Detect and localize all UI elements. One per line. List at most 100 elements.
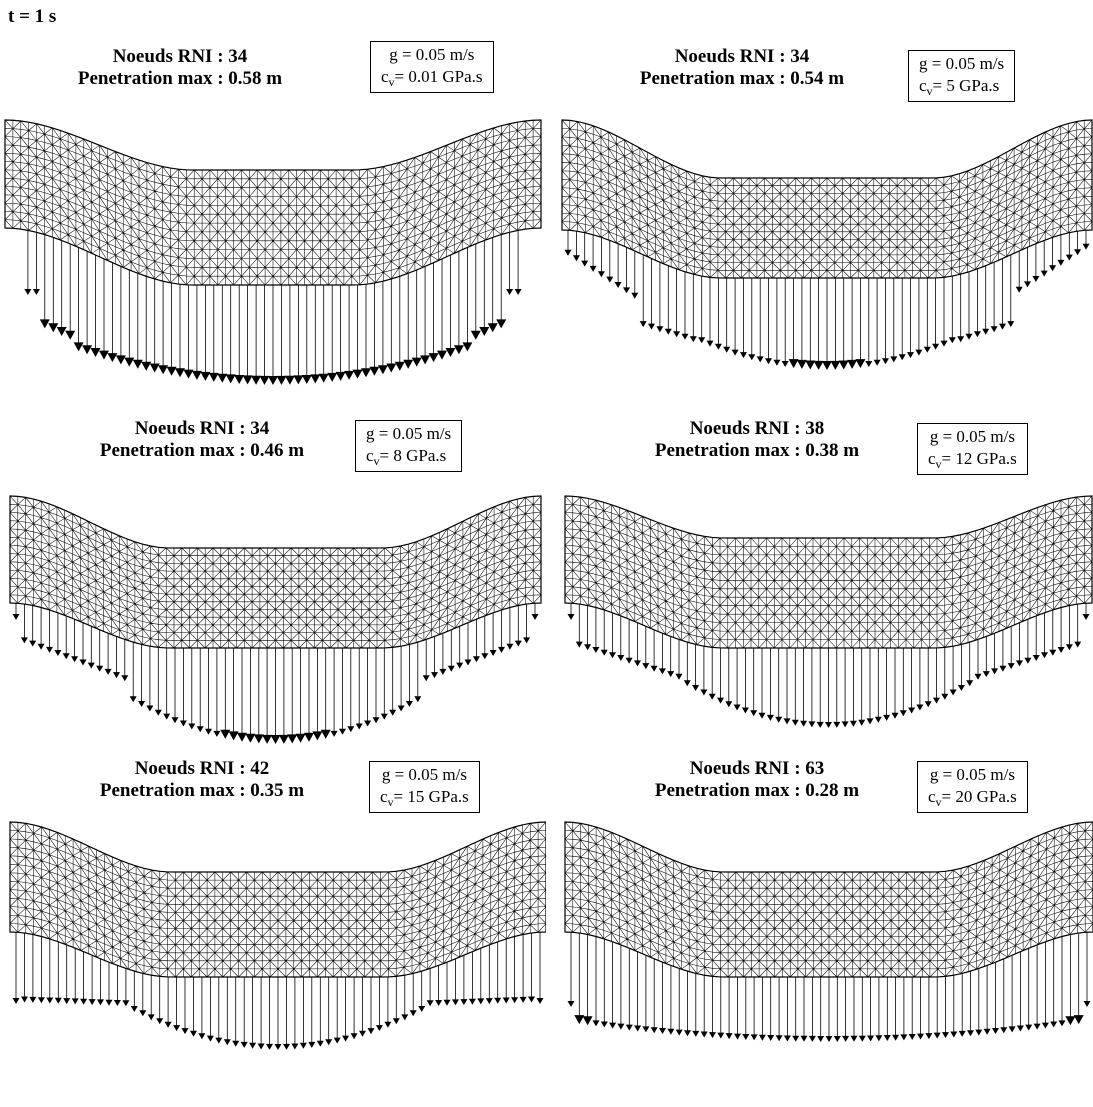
pressure-arrow-head: [158, 365, 169, 375]
pressure-arrow-head: [502, 997, 510, 1004]
pressure-arrow-head: [999, 665, 1007, 672]
pressure-arrow-head: [958, 1030, 966, 1037]
pressure-arrow-head: [487, 323, 498, 333]
pressure-arrow-head: [813, 360, 824, 370]
pressure-arrows: [567, 603, 1090, 728]
pressure-arrow-head: [1058, 1020, 1066, 1027]
pressure-arrow-head: [942, 1032, 949, 1039]
pressure-arrow-head: [394, 361, 405, 371]
g-value-5: g = 0.05 m/s: [381, 765, 467, 784]
pressure-arrow-head: [205, 728, 212, 735]
pressure-arrow-head: [858, 719, 866, 726]
nodes-label-4: Noeuds RNI : 38: [689, 418, 825, 439]
pressure-arrows: [564, 230, 1090, 370]
pressure-arrow-head: [21, 996, 28, 1003]
pressure-arrow-head: [825, 1036, 833, 1042]
pressure-arrow-head: [659, 1028, 666, 1034]
cv-value-line-4: cv= 12 GPa.s: [928, 449, 1017, 471]
pressure-arrow-head: [817, 1036, 825, 1042]
panel-4: Noeuds RNI : 38 Penetration max : 0.38 m…: [547, 408, 1093, 763]
pressure-arrow-head: [418, 1006, 426, 1012]
pressure-arrow-head: [891, 712, 899, 719]
pressure-arrow-head: [200, 371, 211, 381]
pressure-arrow-head: [681, 333, 689, 340]
pressure-arrow-head: [428, 353, 439, 363]
mesh-grid: [564, 821, 1093, 978]
pressure-arrow-head: [941, 693, 949, 700]
pressure-arrow-head: [915, 349, 923, 356]
pressure-arrow-head: [333, 1037, 341, 1044]
pressure-arrow-head: [1049, 649, 1057, 656]
pressure-arrow-head: [1032, 655, 1040, 661]
pressure-arrow-head: [129, 696, 137, 703]
pressure-arrow-head: [320, 729, 331, 739]
pressure-arrow-head: [54, 650, 62, 656]
pressure-arrow-head: [833, 1036, 841, 1042]
mesh-grid: [4, 119, 542, 286]
pressure-arrow-head: [990, 326, 998, 333]
pressure-arrow-head: [734, 1033, 741, 1040]
pressure-arrow-head: [965, 333, 973, 340]
pressure-arrow-head: [39, 319, 50, 329]
pressure-arrow-head: [359, 1030, 366, 1037]
pressure-arrow-head: [130, 1006, 138, 1012]
pressure-arrow-head: [740, 352, 747, 359]
pressure-arrow-head: [617, 1023, 625, 1030]
pressure-arrow-head: [228, 731, 239, 741]
pressure-arrow-head: [1040, 270, 1048, 277]
pressure-arrow-head: [758, 1034, 766, 1041]
pressure-arrow-head: [234, 375, 245, 384]
pressure-arrow-head: [639, 321, 647, 328]
mesh-outline: [4, 119, 542, 286]
pressure-arrow-head: [572, 255, 580, 262]
pressure-arrow-head: [634, 660, 641, 667]
pressure-arrow-head: [339, 728, 346, 735]
pressure-arrow-head: [949, 689, 957, 696]
pressure-arrow-head: [262, 734, 273, 744]
mesh-outline: [561, 119, 1093, 279]
pressure-arrow-head: [431, 672, 438, 679]
pressure-arrow-head: [347, 726, 355, 733]
pressure-arrow-head: [773, 359, 781, 366]
pressure-arrow-head: [700, 1031, 708, 1038]
pressure-arrow-head: [750, 710, 758, 717]
mesh-outline: [564, 495, 1093, 649]
pressure-arrow-head: [79, 659, 87, 666]
mesh-plot-3: [9, 495, 542, 744]
pressure-arrow-head: [291, 1043, 299, 1050]
pressure-arrow-head: [1008, 1026, 1016, 1033]
pressure-arrow-head: [420, 355, 431, 365]
pressure-arrow-head: [531, 614, 539, 620]
pressure-arrow-head: [940, 340, 948, 347]
pressure-arrow-head: [808, 1035, 816, 1042]
panel-2: Noeuds RNI : 34 Penetration max : 0.54 m…: [547, 40, 1093, 395]
pressure-arrow-head: [240, 1041, 248, 1048]
g-value-1: g = 0.05 m/s: [389, 45, 475, 64]
pressure-arrow-head: [1073, 1015, 1084, 1025]
pressure-arrow-head: [335, 371, 346, 381]
pressure-arrow-head: [37, 643, 45, 650]
pressure-arrow-head: [156, 1018, 164, 1025]
pressure-arrow-head: [1083, 1001, 1091, 1007]
pressure-arrow-head: [999, 323, 1006, 330]
pressure-arrow-head: [689, 336, 697, 343]
pressure-arrow-head: [684, 1030, 691, 1037]
pressure-arrow-head: [1033, 1023, 1041, 1030]
param-box-6: g = 0.05 m/s cv= 20 GPa.s: [917, 761, 1028, 813]
pressure-arrow-head: [1041, 1022, 1049, 1029]
pressure-arrow-head: [623, 287, 630, 294]
pressure-arrow-head: [426, 1000, 434, 1007]
pressure-arrow-head: [567, 1001, 575, 1007]
pressure-arrow-head: [950, 1031, 958, 1038]
pressure-arrow-head: [907, 352, 914, 359]
pressure-arrow-head: [330, 730, 338, 737]
pressure-arrow-head: [97, 999, 104, 1006]
pressure-arrow-head: [414, 696, 422, 703]
pressure-arrow-head: [564, 249, 572, 256]
pressure-arrow-head: [791, 719, 799, 726]
pressure-arrow-head: [411, 357, 422, 367]
pressure-arrow-head: [933, 1032, 941, 1039]
pressure-arrow-head: [369, 366, 380, 376]
pressure-arrow-head: [957, 336, 965, 343]
pressure-arrow-head: [514, 640, 522, 647]
